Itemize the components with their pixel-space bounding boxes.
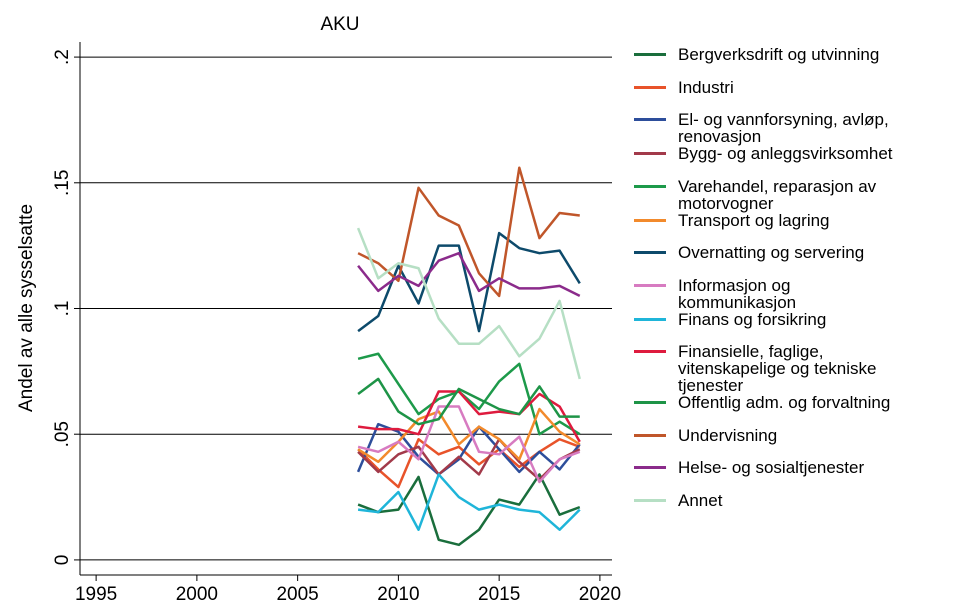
- legend-label: Offentlig adm. og forvaltning: [678, 393, 891, 412]
- x-tick-label: 2005: [276, 584, 318, 605]
- legend-swatch: [634, 466, 666, 469]
- y-tick-label: .05: [52, 421, 73, 447]
- legend-swatch: [634, 433, 666, 437]
- series-line: [356, 227, 581, 380]
- legend-label: Undervisning: [678, 425, 778, 445]
- legend-item: Finans og forsikring: [634, 311, 952, 344]
- chart-title: AKU: [320, 14, 359, 35]
- legend-item: Informasjon og kommunikasjon: [634, 277, 952, 311]
- legend-label: Bygg- og anleggsvirksomhet: [678, 144, 893, 163]
- legend-swatch: [634, 184, 666, 188]
- legend-swatch: [634, 283, 666, 287]
- legend-swatch: [634, 350, 666, 353]
- series-line: [357, 251, 581, 298]
- series-line: [357, 473, 581, 547]
- legend-swatch: [634, 218, 666, 222]
- legend-item: Undervisning: [634, 427, 952, 460]
- legend-swatch: [634, 118, 666, 121]
- legend-item: Finansielle, faglige, vitenskapelige og …: [634, 343, 952, 394]
- legend-item: Industri: [634, 79, 952, 112]
- legend-label: Finans og forsikring: [678, 309, 827, 329]
- series-line: [357, 437, 581, 481]
- legend-swatch: [634, 85, 666, 89]
- series-line: [357, 437, 581, 489]
- x-tick-label: 1995: [75, 584, 117, 605]
- legend-item: El- og vannforsyning, avløp, renovasjon: [634, 111, 952, 145]
- series-line: [357, 352, 581, 436]
- legend-label: Bergverksdrift og utvinning: [678, 45, 880, 64]
- legend-item: Overnatting og servering: [634, 244, 952, 277]
- legend-label: Industri: [678, 77, 734, 97]
- legend-label: Varehandel, reparasjon av motorvogner: [678, 176, 877, 213]
- legend-item: Bygg- og anleggsvirksomhet: [634, 145, 952, 178]
- y-tick-label: .15: [52, 170, 73, 196]
- legend-item: Transport og lagring: [634, 212, 952, 245]
- legend-label: El- og vannforsyning, avløp, renovasjon: [678, 110, 889, 146]
- series-line: [356, 422, 581, 476]
- legend: Bergverksdrift og utvinning Industri El- o…: [634, 46, 952, 524]
- legend-label: Finansielle, faglige, vitenskapelige og …: [678, 342, 877, 395]
- legend-label: Overnatting og servering: [678, 243, 865, 262]
- legend-item: Varehandel, reparasjon av motorvogner: [634, 178, 952, 212]
- series-line: [357, 405, 581, 484]
- y-axis-title: Andel av alle sysselsatte: [16, 204, 37, 412]
- legend-label: Annet: [678, 490, 723, 510]
- series-line: [357, 231, 581, 333]
- legend-label: Helse- og sosialtjenester: [678, 458, 865, 477]
- legend-swatch: [634, 401, 666, 404]
- legend-label: Informasjon og kommunikasjon: [678, 275, 797, 312]
- x-tick-label: 2010: [377, 584, 419, 605]
- legend-swatch: [634, 317, 666, 321]
- series-line: [357, 390, 581, 443]
- x-tick-label: 2020: [579, 584, 621, 605]
- series-line: [357, 166, 580, 298]
- x-tick-label: 2000: [176, 584, 218, 605]
- series-line: [357, 377, 580, 426]
- legend-item: Offentlig adm. og forvaltning: [634, 394, 952, 427]
- y-tick-label: .2: [52, 49, 73, 65]
- series-line: [357, 473, 581, 531]
- legend-item: Bergverksdrift og utvinning: [634, 46, 952, 79]
- legend-label: Transport og lagring: [678, 210, 830, 230]
- legend-swatch: [634, 498, 666, 502]
- y-tick-label: .1: [52, 301, 73, 317]
- legend-swatch: [634, 152, 666, 155]
- legend-item: Annet: [634, 492, 952, 525]
- x-tick-label: 2015: [478, 584, 520, 605]
- legend-swatch: [634, 53, 666, 56]
- legend-swatch: [634, 251, 666, 254]
- y-tick-label: 0: [52, 555, 73, 566]
- series-line: [357, 407, 581, 464]
- legend-item: Helse- og sosialtjenester: [634, 459, 952, 492]
